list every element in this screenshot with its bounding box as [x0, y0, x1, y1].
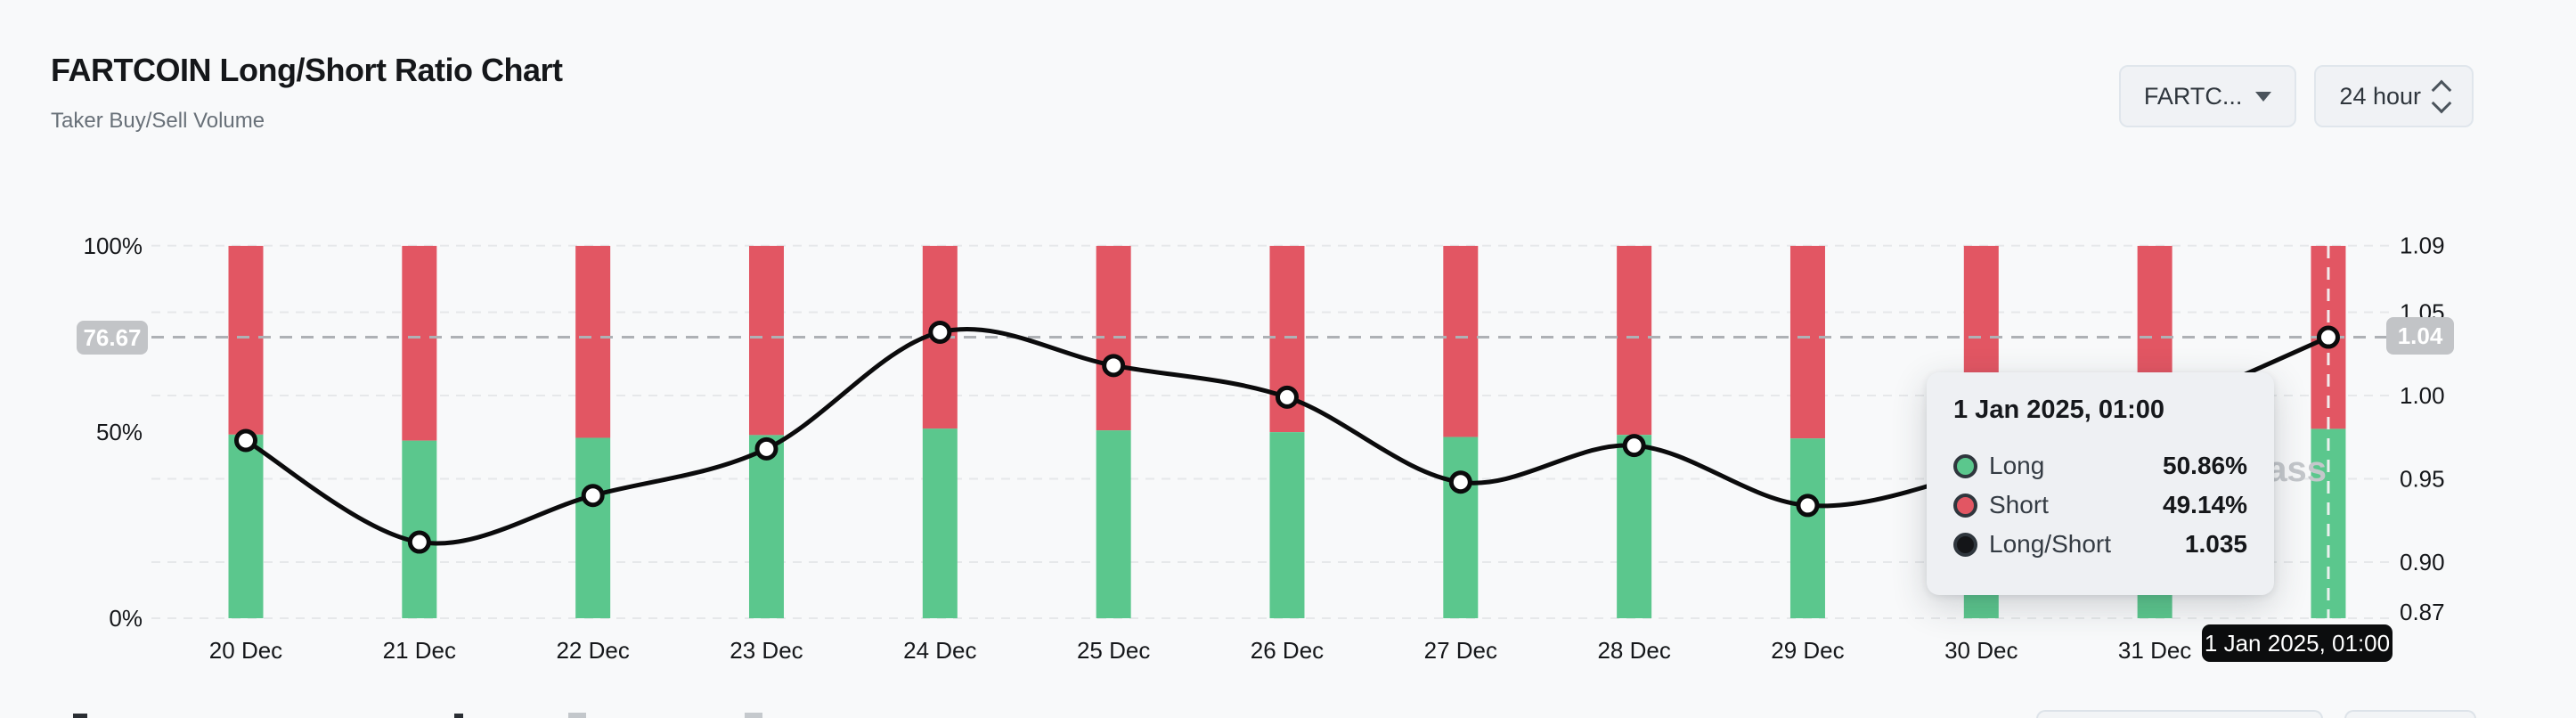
bar-long-segment[interactable]: [402, 440, 437, 618]
interval-select-value: 24 hour: [2339, 82, 2421, 110]
ratio-data-point[interactable]: [928, 320, 952, 344]
crosshair-date-badge: 1 Jan 2025, 01:00: [2202, 624, 2393, 662]
bar-long-segment[interactable]: [228, 434, 264, 618]
bar-long-segment[interactable]: [575, 437, 611, 618]
x-axis-date-label: 20 Dec: [209, 637, 282, 664]
ratio-data-point[interactable]: [234, 428, 257, 453]
bar-long-segment[interactable]: [748, 435, 784, 618]
tooltip-row-label: Short: [1989, 491, 2049, 518]
tooltip-row-label: Long/Short: [1989, 530, 2111, 558]
next-section-text-sliver: [73, 714, 87, 718]
tooltip-row-value: 49.14%: [2163, 491, 2247, 518]
x-axis-date-label: 22 Dec: [556, 637, 629, 664]
next-section-text-sliver: [454, 714, 463, 718]
x-axis-date-label: 27 Dec: [1424, 637, 1497, 664]
right-axis-tick-label: 1.00: [2400, 382, 2445, 409]
ratio-data-point[interactable]: [1275, 385, 1299, 409]
left-axis-tick-label: 50%: [96, 419, 143, 445]
right-axis-tick-label: 1.09: [2400, 233, 2445, 259]
bar-long-segment[interactable]: [1443, 437, 1479, 618]
bar-short-segment[interactable]: [748, 246, 784, 436]
bar-long-segment[interactable]: [1617, 435, 1652, 618]
ratio-data-point[interactable]: [1102, 354, 1126, 378]
tooltip-row-value: 50.86%: [2163, 452, 2247, 479]
x-axis-date-label: 24 Dec: [903, 637, 976, 664]
bar-long-segment[interactable]: [1789, 438, 1825, 618]
ratio-data-point[interactable]: [1622, 434, 1646, 458]
ratio-data-point[interactable]: [1448, 470, 1472, 494]
page-subtitle: Taker Buy/Sell Volume: [51, 109, 265, 133]
ratio-data-point[interactable]: [754, 437, 779, 461]
tooltip-row-ratio: Long/Short 1.035: [1953, 525, 2247, 564]
tooltip-row-long: Long 50.86%: [1953, 446, 2247, 485]
left-axis-tick-label: 100%: [84, 233, 143, 259]
x-axis-date-label: 21 Dec: [383, 637, 456, 664]
x-axis-date-label: 30 Dec: [1944, 637, 2018, 664]
crosshair-left-badge: 76.67: [77, 321, 148, 355]
bar-long-segment[interactable]: [922, 428, 958, 618]
interval-select[interactable]: 24 hour: [2314, 65, 2474, 127]
right-axis-tick-label: 0.90: [2400, 549, 2445, 575]
tooltip-row-short: Short 49.14%: [1953, 485, 2247, 525]
next-section-text-sliver: [568, 713, 586, 718]
short-marker-icon: [1953, 493, 1977, 518]
next-section-button-sliver: [2344, 710, 2476, 718]
caret-down-icon: [2255, 91, 2272, 102]
ratio-data-point[interactable]: [2316, 325, 2340, 349]
chart-controls: FARTC... 24 hour: [2118, 65, 2474, 127]
x-axis-date-label: 23 Dec: [730, 637, 803, 664]
ratio-marker-icon: [1953, 532, 1977, 557]
ratio-data-point[interactable]: [407, 530, 431, 554]
next-section-button-sliver: [2036, 710, 2323, 718]
chart-tooltip: 1 Jan 2025, 01:00 Long 50.86% Short 49.1…: [1927, 372, 2274, 595]
bar-short-segment[interactable]: [402, 246, 437, 441]
right-axis-tick-label: 0.95: [2400, 466, 2445, 493]
symbol-select-value: FARTC...: [2143, 82, 2243, 110]
bar-short-segment[interactable]: [1617, 246, 1652, 436]
x-axis-date-label: 26 Dec: [1251, 637, 1324, 664]
x-axis-date-label: 28 Dec: [1597, 637, 1670, 664]
crosshair-right-badge: 1.04: [2386, 317, 2454, 355]
bar-short-segment[interactable]: [1789, 246, 1825, 439]
tooltip-row-value: 1.035: [2184, 530, 2247, 558]
bar-short-segment[interactable]: [1443, 246, 1479, 437]
bar-short-segment[interactable]: [228, 246, 264, 435]
ratio-data-point[interactable]: [1796, 494, 1820, 518]
x-axis-date-label: 25 Dec: [1077, 637, 1150, 664]
x-axis-date-label: 29 Dec: [1771, 637, 1844, 664]
long-marker-icon: [1953, 453, 1977, 478]
bar-long-segment[interactable]: [1269, 432, 1305, 618]
ratio-data-point[interactable]: [581, 484, 605, 508]
left-axis-tick-label: 0%: [109, 605, 143, 632]
bar-long-segment[interactable]: [1096, 430, 1131, 618]
x-axis-date-label: 31 Dec: [2118, 637, 2191, 664]
next-section-text-sliver: [745, 713, 762, 718]
symbol-select[interactable]: FARTC...: [2118, 65, 2297, 127]
bar-short-segment[interactable]: [575, 246, 611, 438]
page-title: FARTCOIN Long/Short Ratio Chart: [51, 52, 563, 88]
right-axis-tick-label: 0.87: [2400, 599, 2445, 625]
tooltip-title: 1 Jan 2025, 01:00: [1953, 396, 2165, 424]
tooltip-row-label: Long: [1989, 452, 2045, 479]
